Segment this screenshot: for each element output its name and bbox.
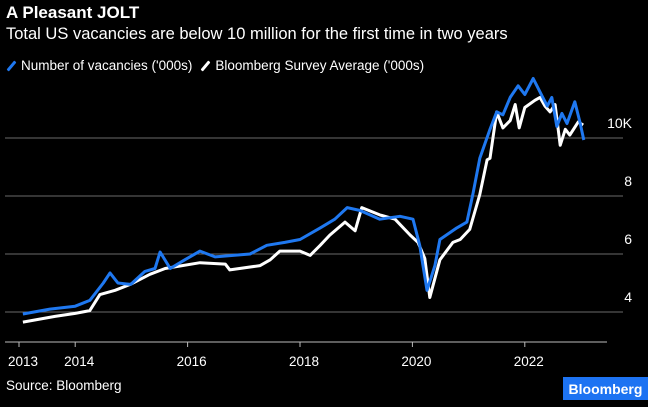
- x-tick-label: 2016: [177, 354, 207, 369]
- x-tick-label: 2022: [514, 354, 544, 369]
- y-tick-label: 4: [624, 289, 632, 305]
- series-line-vacancies: [22, 77, 586, 316]
- x-tick-label: 2014: [64, 354, 95, 369]
- legend-item-survey: Bloomberg Survey Average ('000s): [200, 58, 424, 73]
- y-tick-label: 10K: [607, 115, 633, 131]
- legend-label: Bloomberg Survey Average ('000s): [215, 58, 425, 73]
- chart-title: A Pleasant JOLT: [6, 3, 140, 22]
- x-tick-label: 2013: [8, 354, 38, 369]
- source-note: Source: Bloomberg: [6, 378, 122, 393]
- x-tick-label: 2018: [289, 354, 319, 369]
- legend: Number of vacancies ('000s) Bloomberg Su…: [6, 58, 432, 73]
- y-tick-label: 8: [624, 173, 632, 189]
- chart-subtitle: Total US vacancies are below 10 million …: [6, 25, 508, 43]
- bloomberg-logo: Bloomberg: [563, 377, 648, 400]
- y-tick-label: 6: [624, 231, 632, 247]
- series-line-survey-average: [22, 95, 584, 324]
- legend-item-vacancies: Number of vacancies ('000s): [6, 58, 192, 73]
- x-tick-label: 2020: [401, 354, 431, 369]
- legend-label: Number of vacancies ('000s): [21, 58, 193, 73]
